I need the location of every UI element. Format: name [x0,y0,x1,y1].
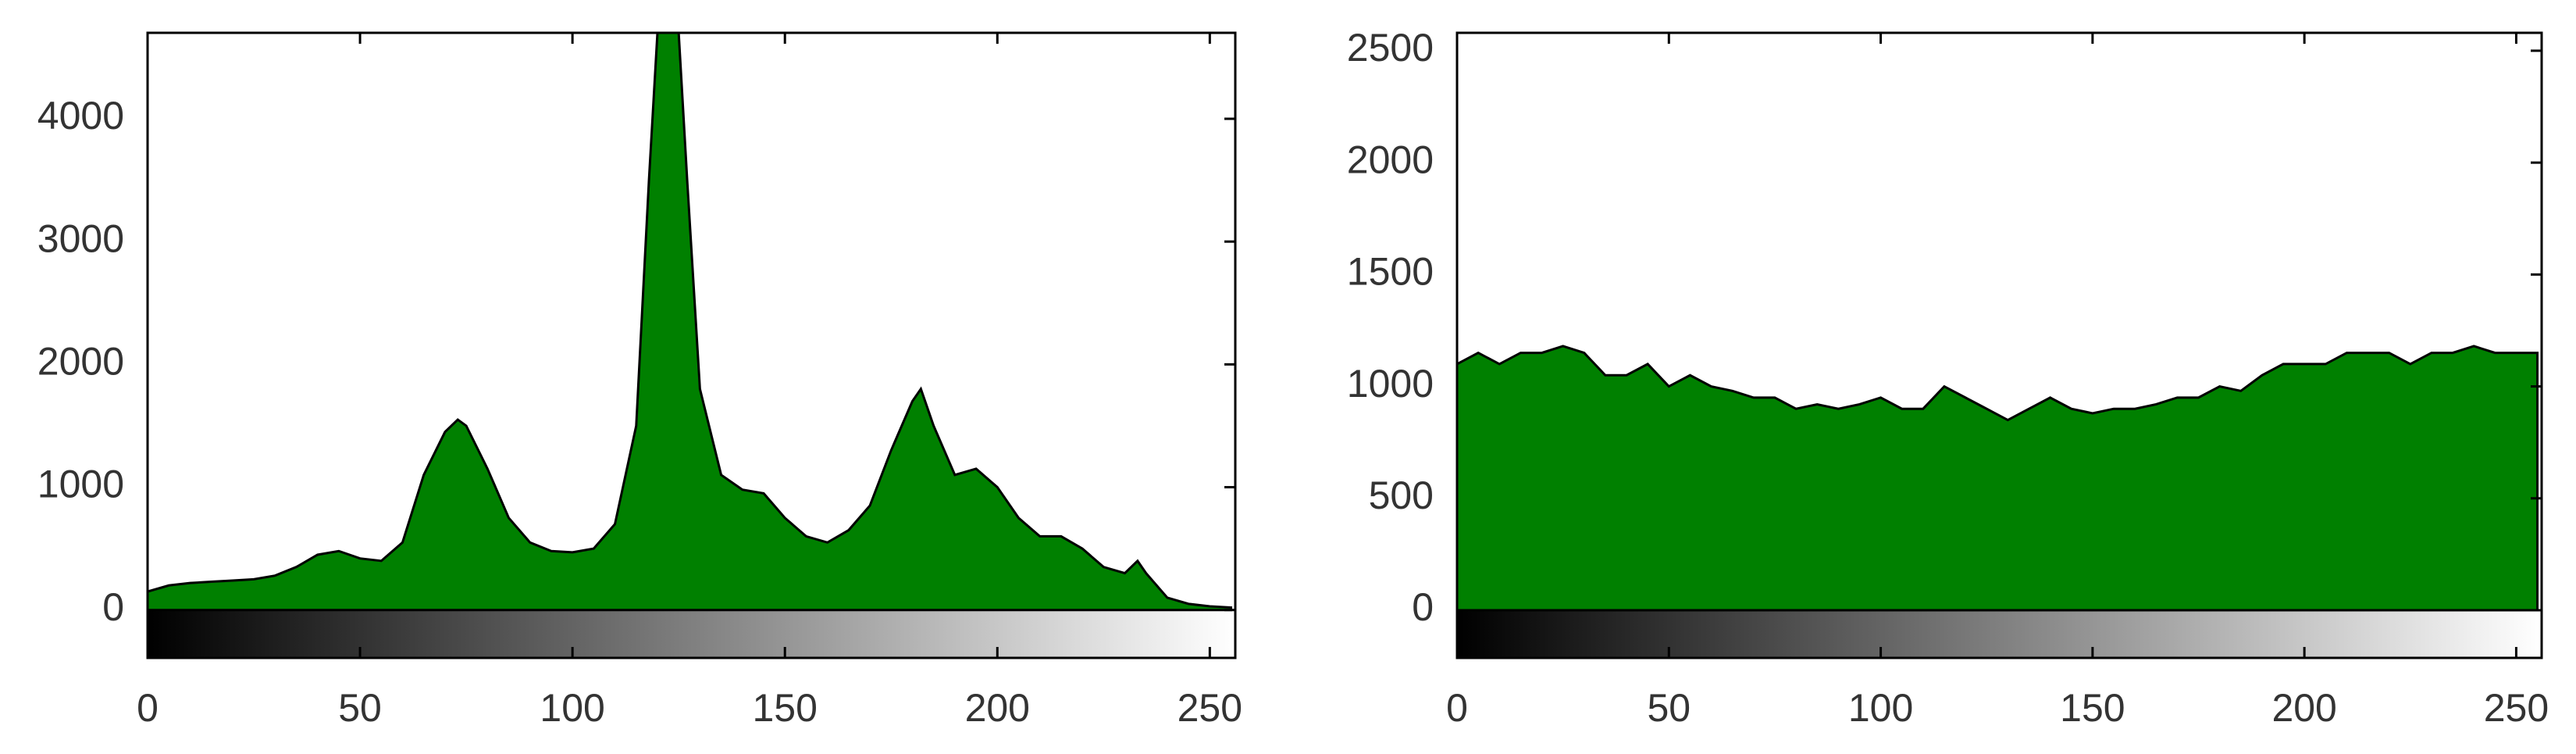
y-tick-label: 500 [1369,473,1434,517]
plot-frame [146,31,1237,659]
y-tick-label: 1000 [1347,362,1434,406]
y-tick-label: 2000 [1347,138,1434,181]
x-tick-label: 250 [2484,686,2549,730]
x-tick-label: 50 [338,686,382,730]
plot-frame [1455,31,2543,659]
x-tick-label: 150 [752,686,817,730]
y-tick-label: 2000 [37,340,124,384]
y-tick-label: 1000 [37,463,124,506]
y-tick-label: 2500 [1347,26,1434,70]
x-tick-label: 0 [1446,686,1468,730]
histogram-area [146,31,1233,612]
y-tick-label: 0 [102,585,124,629]
y-tick-label: 1500 [1347,250,1434,294]
y-tick-label: 4000 [37,94,124,138]
x-tick-label: 150 [2060,686,2125,730]
x-tick-label: 50 [1647,686,1691,730]
histogram-area [1455,345,2539,612]
x-tick-label: 200 [965,686,1030,730]
x-tick-label: 0 [137,686,159,730]
gray-scale-bar [148,609,1235,658]
x-tick-label: 100 [1848,686,1913,730]
gray-scale-bar [1457,609,2542,658]
x-tick-label: 250 [1178,686,1242,730]
x-tick-label: 200 [2271,686,2336,730]
x-tick-label: 100 [540,686,604,730]
y-tick-label: 3000 [37,216,124,260]
y-tick-label: 0 [1412,585,1434,629]
